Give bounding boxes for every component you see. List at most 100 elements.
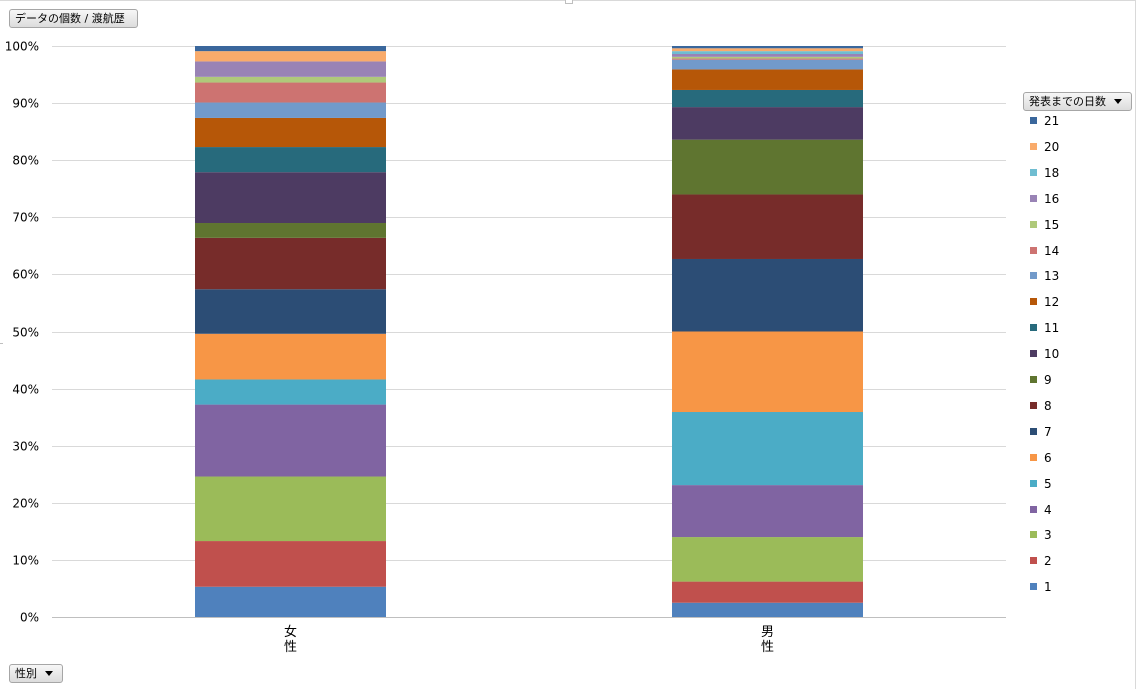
y-tick-label: 80% (12, 154, 39, 168)
bar-segment-3-cat-1[interactable] (195, 476, 386, 542)
axis-field-button[interactable]: 性別 (9, 664, 63, 683)
bar-segment-1-cat-1[interactable] (195, 586, 386, 617)
legend-swatch (1030, 117, 1037, 124)
y-tick-label: 50% (12, 326, 39, 340)
legend-swatch (1030, 428, 1037, 435)
bar-segment-8-cat-2[interactable] (672, 194, 863, 259)
legend-label: 11 (1044, 321, 1060, 335)
legend-swatch (1030, 376, 1037, 383)
legend-swatch (1030, 169, 1037, 176)
bars (195, 46, 863, 617)
legend-swatch (1030, 247, 1037, 254)
legend-item-12[interactable]: 12 (1030, 295, 1059, 309)
legend-swatch (1030, 506, 1037, 513)
legend-item-8[interactable]: 8 (1030, 399, 1052, 413)
legend-swatch (1030, 531, 1037, 538)
legend-item-1[interactable]: 1 (1030, 580, 1052, 594)
bar-segment-12-cat-2[interactable] (672, 69, 863, 90)
y-tick-label: 40% (12, 383, 39, 397)
bar-segment-6-cat-2[interactable] (672, 331, 863, 413)
bar-segment-18-cat-2[interactable] (672, 51, 863, 54)
bar-segment-4-cat-1[interactable] (195, 404, 386, 477)
legend-item-16[interactable]: 16 (1030, 192, 1059, 206)
y-tick-label: 30% (12, 440, 39, 454)
bar-segment-11-cat-2[interactable] (672, 89, 863, 108)
values-field-button[interactable]: データの個数 / 渡航歴 (9, 9, 138, 28)
bar-segment-5-cat-2[interactable] (672, 412, 863, 486)
bar-segment-9-cat-1[interactable] (195, 223, 386, 238)
bar-segment-3-cat-2[interactable] (672, 537, 863, 582)
legend-item-7[interactable]: 7 (1030, 425, 1052, 439)
legend-item-10[interactable]: 10 (1030, 347, 1059, 361)
bar-segment-8-cat-1[interactable] (195, 237, 386, 290)
bar-segment-16-cat-2[interactable] (672, 53, 863, 57)
legend-swatch (1030, 583, 1037, 590)
legend-label: 6 (1044, 451, 1052, 465)
legend-item-20[interactable]: 20 (1030, 140, 1059, 154)
legend-field-label: 発表までの日数 (1029, 95, 1106, 108)
legend-label: 5 (1044, 477, 1052, 491)
bar-segment-1-cat-2[interactable] (672, 602, 863, 617)
legend-label: 4 (1044, 503, 1052, 517)
bar-segment-10-cat-2[interactable] (672, 107, 863, 140)
legend-item-3[interactable]: 3 (1030, 528, 1052, 542)
legend-label: 7 (1044, 425, 1052, 439)
bar-segment-15-cat-2[interactable] (672, 56, 863, 59)
legend-swatch (1030, 557, 1037, 564)
legend-label: 9 (1044, 373, 1052, 387)
bar-segment-15-cat-1[interactable] (195, 76, 386, 83)
bar-segment-14-cat-1[interactable] (195, 82, 386, 103)
y-tick-label: 0% (20, 611, 39, 625)
bar-segment-11-cat-1[interactable] (195, 147, 386, 173)
legend-item-9[interactable]: 9 (1030, 373, 1052, 387)
bar-segment-10-cat-1[interactable] (195, 172, 386, 224)
legend-item-14[interactable]: 14 (1030, 244, 1059, 258)
legend-item-2[interactable]: 2 (1030, 554, 1052, 568)
legend-item-13[interactable]: 13 (1030, 269, 1059, 283)
bar-segment-12-cat-1[interactable] (195, 117, 386, 148)
bar-segment-16-cat-1[interactable] (195, 61, 386, 77)
x-category-label: 性 (284, 640, 297, 655)
bar-segment-13-cat-2[interactable] (672, 59, 863, 70)
legend-item-15[interactable]: 15 (1030, 218, 1059, 232)
bar-segment-9-cat-2[interactable] (672, 139, 863, 195)
legend-item-6[interactable]: 6 (1030, 451, 1052, 465)
legend-swatch (1030, 350, 1037, 357)
legend-label: 18 (1044, 166, 1060, 180)
legend-item-5[interactable]: 5 (1030, 477, 1052, 491)
legend-label: 8 (1044, 399, 1052, 413)
legend-swatch (1030, 143, 1037, 150)
legend-item-18[interactable]: 18 (1030, 166, 1059, 180)
legend-field-button[interactable]: 発表までの日数 (1023, 92, 1132, 111)
bar-segment-4-cat-2[interactable] (672, 485, 863, 538)
resize-handle[interactable] (565, 0, 573, 4)
values-field-label: データの個数 / 渡航歴 (15, 12, 125, 25)
legend-swatch (1030, 298, 1037, 305)
bar-segment-2-cat-1[interactable] (195, 541, 386, 587)
dropdown-arrow-icon[interactable] (45, 671, 53, 676)
bar-segment-7-cat-1[interactable] (195, 289, 386, 334)
bar-segment-7-cat-2[interactable] (672, 258, 863, 332)
legend-label: 1 (1044, 580, 1052, 594)
left-edge-tick (0, 343, 3, 344)
axis-field-label: 性別 (15, 667, 37, 680)
bar-segment-6-cat-1[interactable] (195, 333, 386, 380)
legend-label: 2 (1044, 554, 1052, 568)
legend-label: 3 (1044, 528, 1052, 542)
legend-item-4[interactable]: 4 (1030, 503, 1052, 517)
bar-segment-21-cat-2[interactable] (672, 46, 863, 49)
bar-segment-13-cat-1[interactable] (195, 102, 386, 118)
y-tick-label: 60% (12, 268, 39, 282)
bar-segment-2-cat-2[interactable] (672, 581, 863, 603)
bar-segment-14-cat-2[interactable] (672, 58, 863, 60)
bar-segment-20-cat-2[interactable] (672, 48, 863, 52)
legend-item-21[interactable]: 21 (1030, 114, 1059, 128)
bar-segment-21-cat-1[interactable] (195, 46, 386, 52)
dropdown-arrow-icon[interactable] (1114, 99, 1122, 104)
legend-item-11[interactable]: 11 (1030, 321, 1059, 335)
bar-segment-5-cat-1[interactable] (195, 379, 386, 405)
bar-segment-20-cat-1[interactable] (195, 51, 386, 62)
y-tick-label: 70% (12, 211, 39, 225)
